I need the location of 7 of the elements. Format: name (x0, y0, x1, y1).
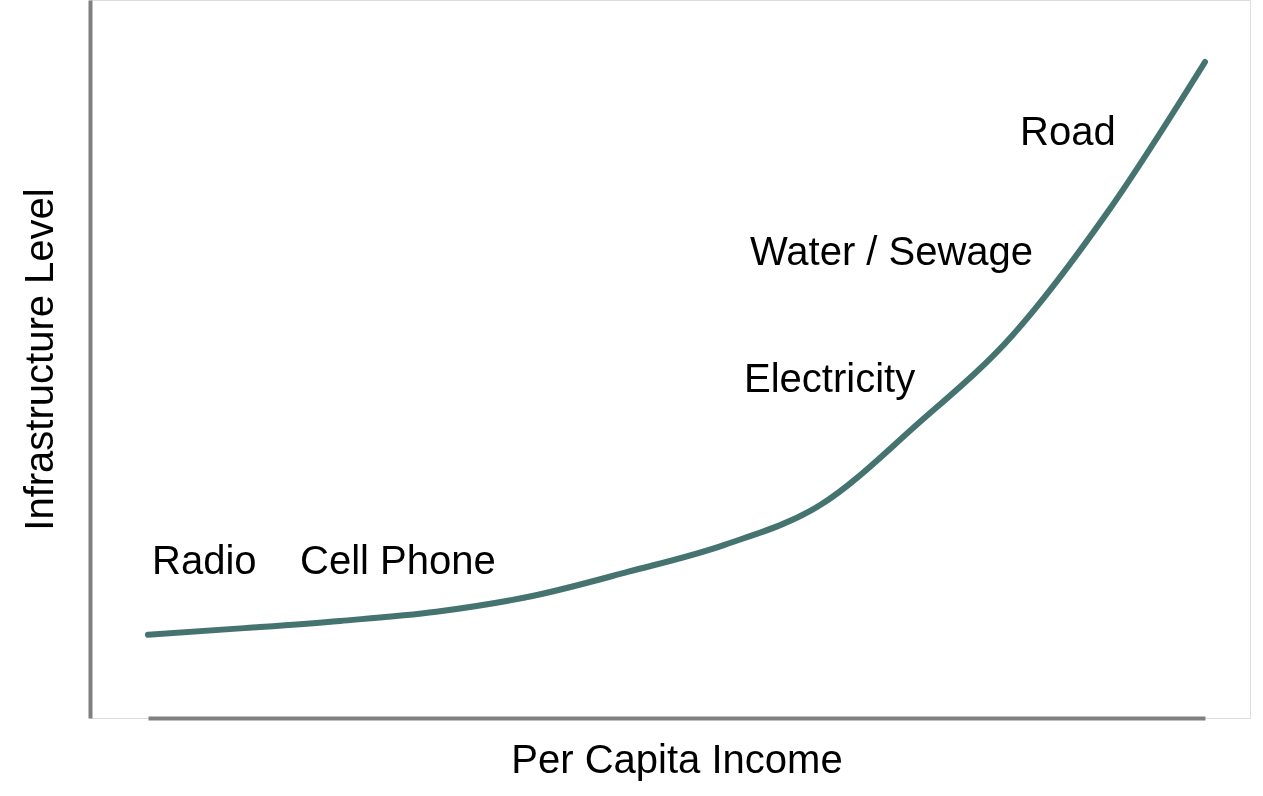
annotation: Cell Phone (300, 538, 496, 582)
annotation: Water / Sewage (750, 229, 1034, 273)
annotation: Radio (152, 538, 257, 582)
annotation: Road (1020, 109, 1116, 153)
annotation: Electricity (744, 356, 916, 400)
y-axis-title: Infrastructure Level (16, 188, 61, 531)
x-axis-title: Per Capita Income (511, 736, 843, 781)
